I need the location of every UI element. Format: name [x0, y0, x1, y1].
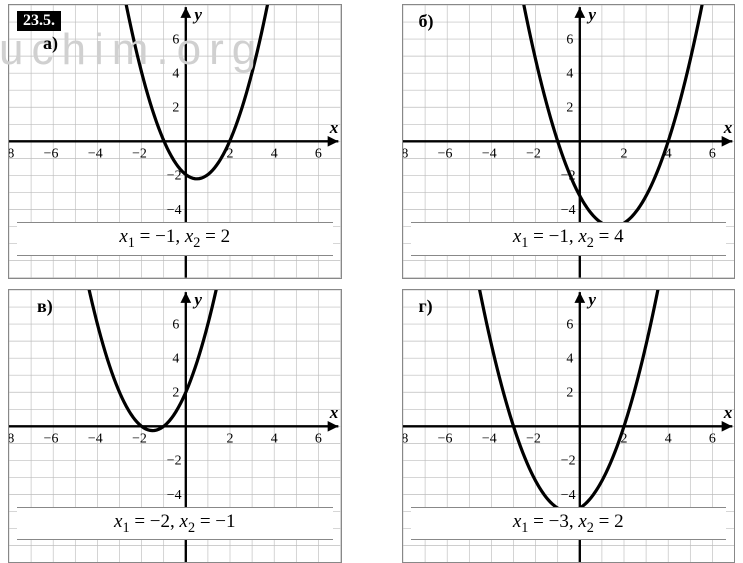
answer-g: x1 = −3, x2 = 2	[411, 507, 727, 541]
svg-text:2: 2	[172, 101, 179, 116]
svg-text:y: y	[586, 290, 596, 309]
svg-text:−4: −4	[560, 487, 575, 502]
panel-g: г) −8−6−4−2246246−2−4xy x1 = −3, x2 = 2	[402, 289, 736, 563]
panel-a: 23.5. uchim.org а) −8−6−4−2246246−2−4xy …	[8, 4, 342, 279]
svg-text:6: 6	[566, 32, 573, 47]
svg-text:−4: −4	[167, 487, 182, 502]
svg-text:x: x	[329, 402, 339, 421]
svg-text:6: 6	[172, 317, 179, 332]
svg-text:6: 6	[315, 431, 322, 446]
svg-text:−6: −6	[44, 431, 59, 446]
svg-text:y: y	[192, 290, 202, 309]
answer-a: x1 = −1, x2 = 2	[17, 222, 333, 256]
svg-text:2: 2	[566, 101, 573, 116]
answer-v: x1 = −2, x2 = −1	[17, 507, 333, 541]
svg-text:y: y	[192, 5, 202, 24]
svg-text:2: 2	[172, 385, 179, 400]
svg-text:4: 4	[271, 431, 278, 446]
svg-text:−8: −8	[403, 431, 408, 446]
svg-text:−2: −2	[526, 146, 541, 161]
svg-text:−8: −8	[9, 431, 14, 446]
panel-letter-a: а)	[43, 33, 58, 54]
svg-text:−6: −6	[437, 146, 452, 161]
answer-b: x1 = −1, x2 = 4	[411, 222, 727, 256]
svg-text:4: 4	[664, 431, 671, 446]
svg-text:−2: −2	[560, 453, 575, 468]
svg-text:6: 6	[708, 431, 715, 446]
svg-text:−8: −8	[403, 146, 408, 161]
svg-text:6: 6	[566, 317, 573, 332]
svg-text:4: 4	[566, 66, 573, 81]
svg-text:−4: −4	[481, 146, 496, 161]
svg-text:2: 2	[620, 146, 627, 161]
svg-text:−4: −4	[88, 431, 103, 446]
svg-text:−2: −2	[132, 146, 147, 161]
svg-text:4: 4	[172, 351, 179, 366]
svg-text:x: x	[329, 118, 339, 137]
svg-text:−2: −2	[132, 431, 147, 446]
svg-text:−4: −4	[560, 203, 575, 218]
svg-text:4: 4	[271, 146, 278, 161]
svg-text:−2: −2	[526, 431, 541, 446]
svg-text:−8: −8	[9, 146, 14, 161]
svg-text:−4: −4	[88, 146, 103, 161]
panel-letter-b: б)	[419, 11, 434, 32]
svg-text:2: 2	[227, 431, 234, 446]
svg-text:4: 4	[566, 351, 573, 366]
panel-letter-v: в)	[37, 296, 53, 317]
svg-text:−4: −4	[167, 203, 182, 218]
svg-text:x: x	[722, 402, 732, 421]
svg-text:−4: −4	[481, 431, 496, 446]
svg-text:−2: −2	[167, 169, 182, 184]
svg-text:y: y	[586, 5, 596, 24]
panel-b: б) −8−6−4−2246246−2−4xy x1 = −1, x2 = 4	[402, 4, 736, 279]
panel-letter-g: г)	[419, 296, 433, 317]
chart-grid-container: 23.5. uchim.org а) −8−6−4−2246246−2−4xy …	[0, 0, 743, 532]
svg-text:−2: −2	[167, 453, 182, 468]
svg-text:2: 2	[566, 385, 573, 400]
svg-text:4: 4	[172, 66, 179, 81]
svg-text:6: 6	[708, 146, 715, 161]
svg-text:6: 6	[172, 32, 179, 47]
svg-text:6: 6	[315, 146, 322, 161]
svg-text:−6: −6	[44, 146, 59, 161]
panel-v: в) −8 −6 −4 −2 2 4 6 2 4 6 −2 −4 x y x1 = −2, x2 = −1	[8, 289, 342, 563]
problem-number-box: 23.5.	[17, 11, 61, 31]
svg-text:−6: −6	[437, 431, 452, 446]
svg-text:x: x	[722, 118, 732, 137]
